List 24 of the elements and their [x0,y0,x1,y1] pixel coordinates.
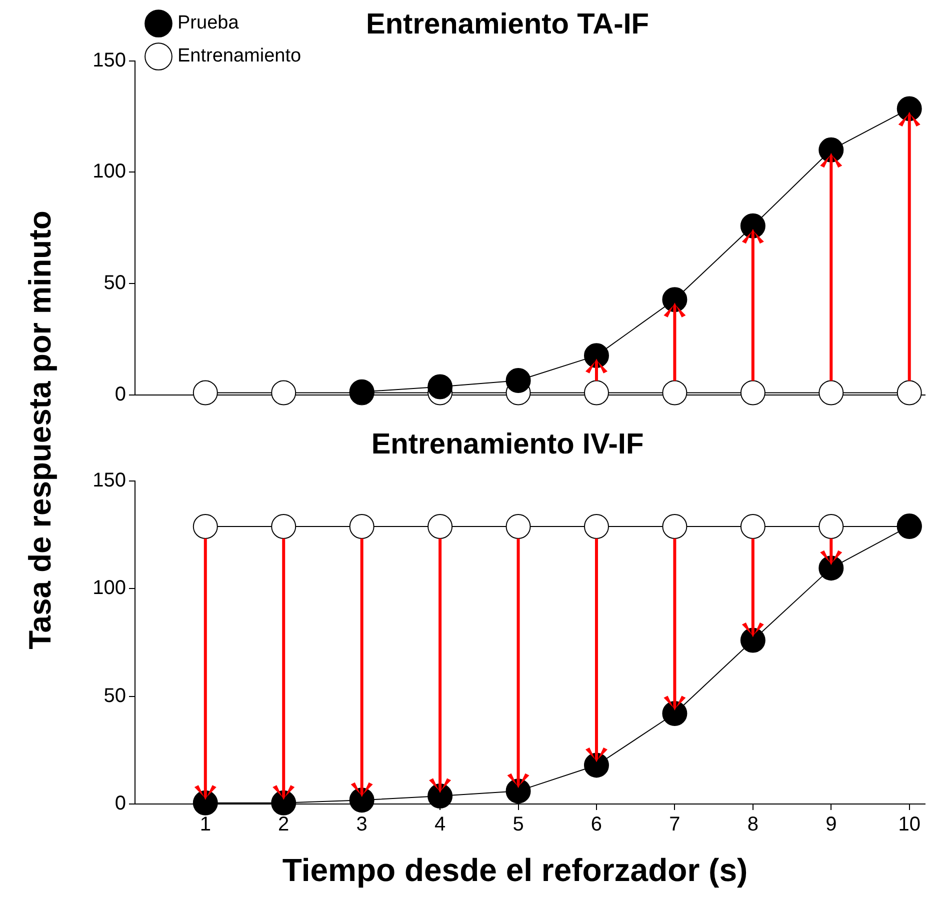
y-tick-label: 0 [114,384,126,406]
y-tick-label: 50 [104,684,126,707]
x-tick-label: 2 [278,814,290,836]
x-tick-label: 3 [356,814,368,836]
x-axis-title: Tiempo desde el reforzador (s) [281,852,749,889]
y-tick-label: 0 [114,792,126,815]
y-tick-label: 100 [92,577,126,600]
x-tick-label: 7 [669,814,680,836]
x-tick-label: 10 [898,814,920,836]
y-axis-title: Tasa de respuesta por minuto [22,210,58,650]
x-tick-label: 8 [747,814,758,836]
chart-title: Entrenamiento IV-IF [371,428,644,460]
y-tick-label: 100 [92,160,126,183]
y-tick-label: 150 [92,49,126,72]
x-tick-label: 4 [434,814,446,836]
y-tick-label: 50 [104,272,126,294]
x-tick-label: 5 [512,814,524,836]
chart-title: Entrenamiento TA-IF [366,8,650,40]
x-tick-label: 6 [590,814,602,836]
x-tick-label: 1 [200,814,211,836]
x-tick-label: 9 [826,814,837,836]
legend-label: Entrenamiento [178,46,302,67]
y-tick-label: 150 [92,469,126,492]
legend-label: Prueba [178,12,240,34]
